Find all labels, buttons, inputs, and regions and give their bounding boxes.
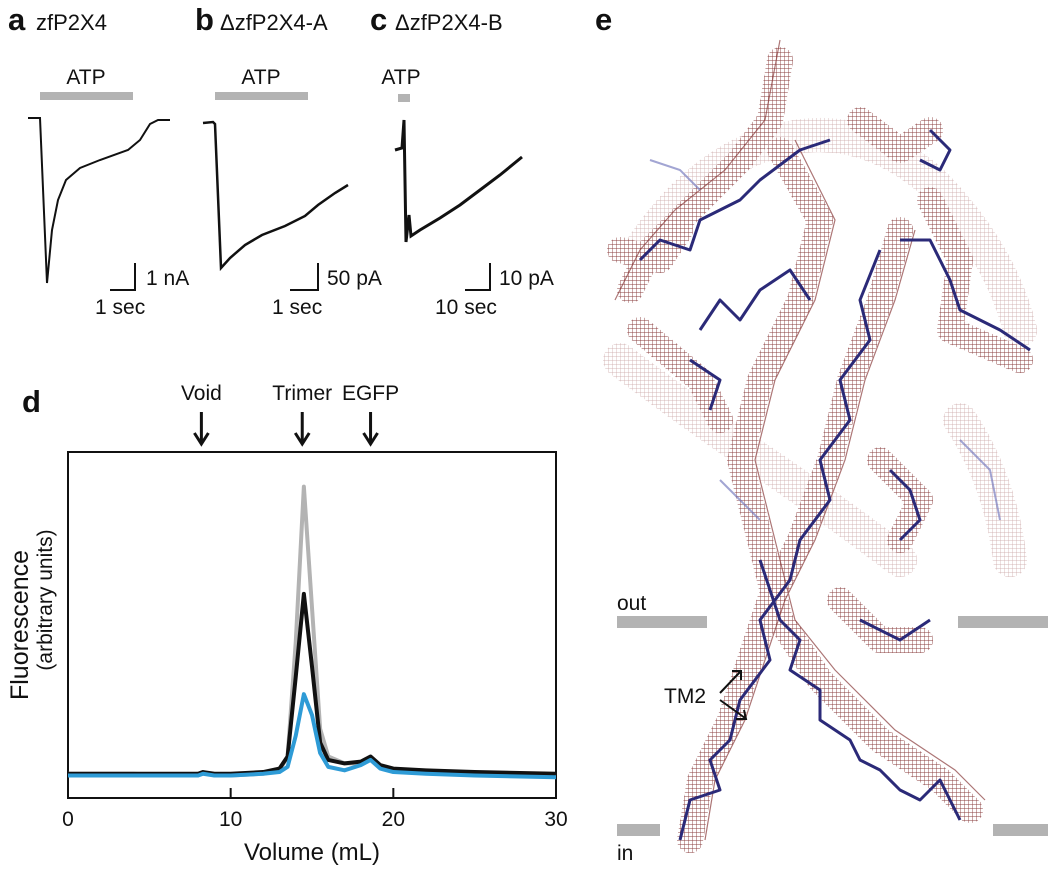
panel-label: d (22, 384, 41, 419)
x-tick-label: 10 (219, 808, 242, 831)
plot-frame (67, 451, 557, 799)
atp-label: ATP (241, 66, 280, 89)
trace (394, 119, 523, 243)
atp-label: ATP (66, 66, 105, 89)
helix-label: TM2 (664, 685, 706, 708)
chromatogram: 0 10 20 30 Volume (mL) Fluorescence (arbitrary… (6, 382, 568, 866)
series-line (68, 692, 557, 780)
annotation: Void (181, 382, 222, 405)
x-tick-label: 0 (62, 808, 74, 831)
scale-x: 1 sec (95, 296, 145, 319)
panel-title: ΔzfP2X4-B (395, 10, 503, 35)
annotation-arrow (362, 412, 379, 447)
scale-bar (465, 263, 491, 291)
atp-bar (215, 92, 308, 100)
panel-label: a (8, 2, 26, 37)
annotation: Trimer (272, 382, 332, 405)
scale-y: 50 pA (327, 267, 382, 290)
x-axis-label: Volume (mL) (244, 839, 380, 866)
series-line (68, 484, 557, 778)
trace (202, 120, 349, 272)
density-map (603, 39, 1048, 853)
membrane-label: out (617, 592, 646, 615)
scale-x: 1 sec (272, 296, 322, 319)
panel-label: b (195, 2, 214, 37)
trace (28, 117, 170, 284)
panel-title: ΔzfP2X4-A (220, 10, 328, 35)
y-axis-label: Fluorescence (6, 550, 34, 700)
scale-bar (110, 263, 136, 291)
panel-title: zfP2X4 (36, 10, 107, 35)
scale-x: 10 sec (435, 296, 497, 319)
membrane-label: in (617, 842, 633, 865)
x-tick-label: 20 (382, 808, 405, 831)
atp-bar (40, 92, 133, 100)
panel-label: e (595, 2, 612, 37)
y-axis-sublabel: (arbitrary units) (34, 529, 57, 670)
panel-label: c (370, 2, 387, 37)
x-tick-label: 30 (544, 808, 567, 831)
scale-y: 10 pA (499, 267, 554, 290)
scale-y: 1 nA (146, 267, 189, 290)
annotation: EGFP (342, 382, 399, 405)
atp-bar (398, 94, 410, 102)
annotation-arrow (193, 412, 210, 447)
atp-label: ATP (381, 66, 420, 89)
annotation-arrow (293, 412, 311, 447)
scale-bar (290, 263, 319, 291)
